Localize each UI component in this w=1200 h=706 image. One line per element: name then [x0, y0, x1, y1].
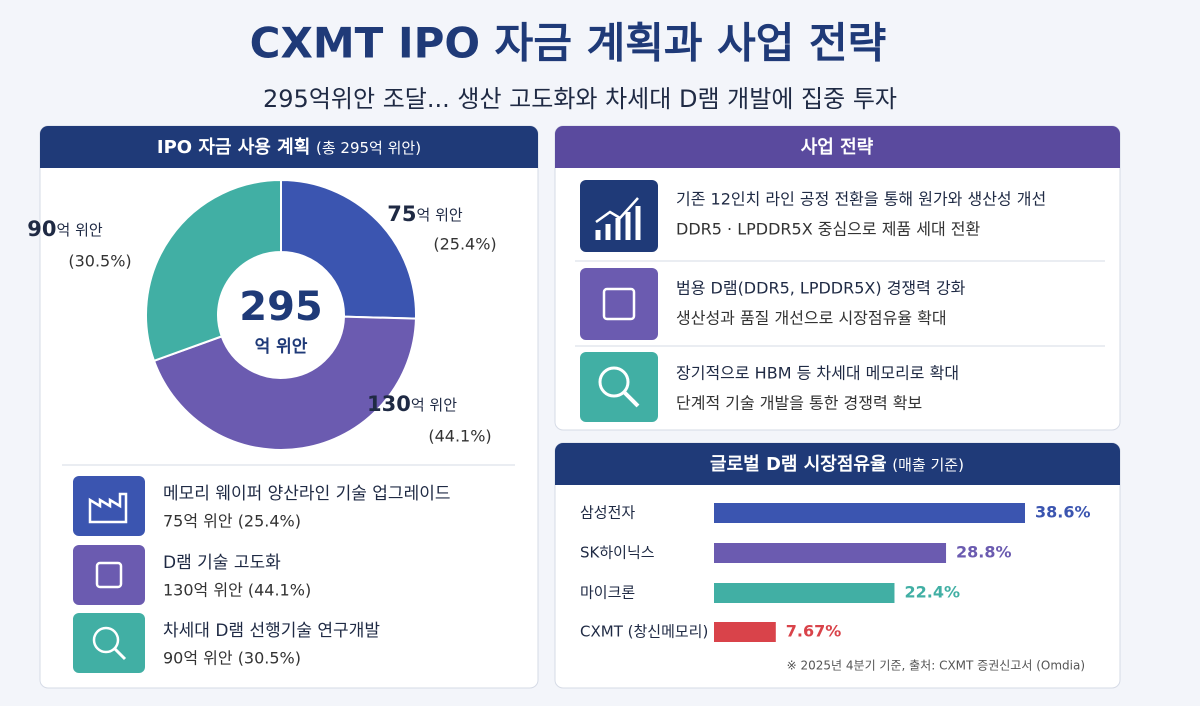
category-label: 삼성전자	[580, 504, 635, 522]
donut-segment	[280, 178, 417, 320]
category-label: CXMT (창신메모리)	[580, 623, 708, 641]
legend-detail: 75억 위안 (25.4%)	[163, 512, 301, 531]
title: IPO 자금 사용 계획	[157, 137, 310, 158]
value-label: 130억 위안	[367, 392, 457, 416]
panel-header	[40, 126, 538, 168]
donut-segment	[145, 178, 282, 363]
bar	[714, 622, 776, 642]
page-title: CXMT IPO 자금 계획과 사업 전략	[250, 19, 887, 68]
strategy-detail: 생산성과 품질 개선으로 시장점유율 확대	[676, 309, 947, 328]
legend-detail: 90억 위안 (30.5%)	[163, 649, 301, 668]
value-label: 7.67%	[786, 622, 842, 641]
strategy-detail: 단계적 기술 개발을 통한 경쟁력 확보	[676, 394, 922, 413]
bar	[714, 583, 895, 603]
category-label: 마이크론	[580, 584, 635, 602]
legend-item: D램 기술 고도화	[163, 553, 281, 573]
strategy-title: 기존 12인치 라인 공정 전환을 통해 원가와 생산성 개선	[676, 190, 1046, 209]
strategy-title: 범용 D램(DDR5, LPDDR5X) 경쟁력 강화	[676, 279, 966, 298]
panel-title: 글로벌 D램 시장점유율 (매출 기준)	[710, 454, 964, 475]
bar	[714, 503, 1025, 523]
page-subtitle: 295억위안 조달... 생산 고도화와 차세대 D램 개발에 집중 투자	[263, 85, 897, 113]
subtitle: (총 295억 위안)	[316, 139, 421, 157]
value-label: 75억 위안	[387, 202, 463, 226]
icon	[73, 180, 658, 673]
value-label: 90억 위안	[27, 217, 103, 241]
percent-label: (25.4%)	[433, 235, 496, 254]
note: ※ 2025년 4분기 기준, 출처: CXMT 증권신고서 (Omdia)	[787, 659, 1085, 673]
legend-item: 차세대 D램 선행기술 연구개발	[163, 621, 380, 641]
panel-header	[555, 443, 1120, 485]
legend-detail: 130억 위안 (44.1%)	[163, 581, 311, 600]
center-value: 295	[239, 284, 323, 330]
center-label: 억 위안	[255, 337, 308, 357]
legend-item: 메모리 웨이퍼 양산라인 기술 업그레이드	[163, 484, 451, 504]
donut-segment	[152, 315, 417, 451]
panel-title: IPO 자금 사용 계획 (총 295억 위안)	[157, 137, 421, 158]
percent-label: (30.5%)	[68, 252, 131, 271]
strategy-detail: DDR5 · LPDDR5X 중심으로 제품 세대 전환	[676, 220, 980, 239]
panel-header	[555, 126, 1120, 168]
subtitle: (매출 기준)	[892, 456, 964, 474]
panel-title: 사업 전략	[801, 137, 874, 158]
title: 글로벌 D램 시장점유율	[710, 454, 887, 475]
value-label: 28.8%	[956, 543, 1012, 562]
value-label: 38.6%	[1035, 503, 1091, 522]
strategy-title: 장기적으로 HBM 등 차세대 메모리로 확대	[676, 364, 959, 383]
percent-label: (44.1%)	[428, 427, 491, 446]
category-label: SK하이닉스	[580, 544, 655, 562]
value-label: 22.4%	[904, 583, 960, 602]
bar	[714, 543, 947, 563]
